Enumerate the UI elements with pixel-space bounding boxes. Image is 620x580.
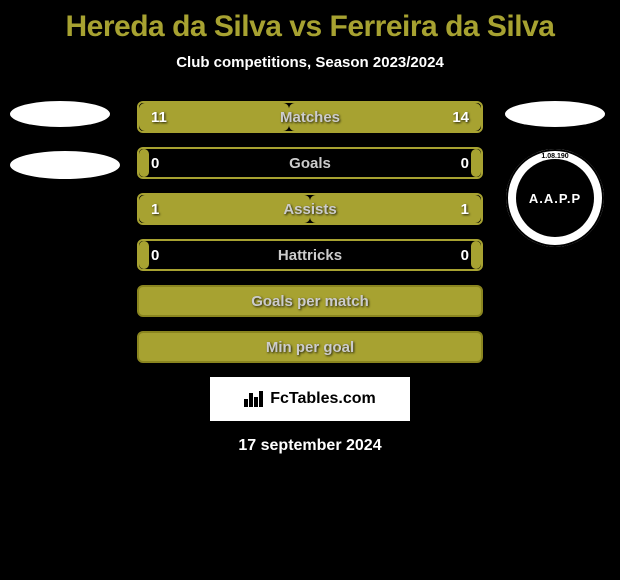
stat-label: Assists: [283, 201, 336, 218]
club-logo-aapp: 1.08.190 A.A.P.P: [502, 145, 608, 251]
stat-row: Goals per match: [137, 285, 483, 317]
stat-label: Goals: [289, 155, 331, 172]
stat-row: 11 14 Matches: [137, 101, 483, 133]
club-logo-placeholder: [505, 101, 605, 127]
stat-value-right: 14: [452, 109, 469, 126]
stat-row: Min per goal: [137, 331, 483, 363]
stat-label: Matches: [280, 109, 340, 126]
fctables-watermark: FcTables.com: [210, 377, 410, 421]
stat-row: 0 0 Goals: [137, 147, 483, 179]
stat-bar-right-fill: [471, 149, 481, 177]
left-club-logos: [10, 101, 120, 179]
stat-label: Min per goal: [266, 339, 354, 356]
comparison-title: Hereda da Silva vs Ferreira da Silva: [0, 0, 620, 44]
right-club-logos: 1.08.190 A.A.P.P: [500, 101, 610, 251]
stat-row: 1 1 Assists: [137, 193, 483, 225]
content-area: 1.08.190 A.A.P.P 1114Matches00Goals11Ass…: [0, 101, 620, 455]
snapshot-date: 17 september 2024: [0, 437, 620, 455]
stat-row: 0 0 Hattricks: [137, 239, 483, 271]
stat-bar-left-fill: [139, 241, 149, 269]
bar-chart-icon: [244, 391, 264, 407]
club-logo-placeholder: [10, 101, 110, 127]
club-logo-inner: A.A.P.P: [516, 159, 594, 237]
stat-value-left: 11: [151, 109, 167, 126]
stat-value-right: 0: [461, 155, 469, 172]
stat-label: Goals per match: [251, 293, 369, 310]
comparison-subtitle: Club competitions, Season 2023/2024: [0, 54, 620, 71]
club-logo-topband: 1.08.190: [541, 153, 568, 160]
stat-bar-right-fill: [471, 241, 481, 269]
stat-bars: 1114Matches00Goals11Assists00HattricksGo…: [137, 101, 483, 363]
stat-label: Hattricks: [278, 247, 342, 264]
stat-bar-left-fill: [139, 149, 149, 177]
fctables-label: FcTables.com: [270, 390, 376, 408]
club-logo-placeholder: [10, 151, 120, 179]
stat-value-left: 0: [151, 155, 159, 172]
stat-value-right: 0: [461, 247, 469, 264]
stat-value-right: 1: [461, 201, 469, 218]
stat-value-left: 0: [151, 247, 159, 264]
stat-value-left: 1: [151, 201, 159, 218]
